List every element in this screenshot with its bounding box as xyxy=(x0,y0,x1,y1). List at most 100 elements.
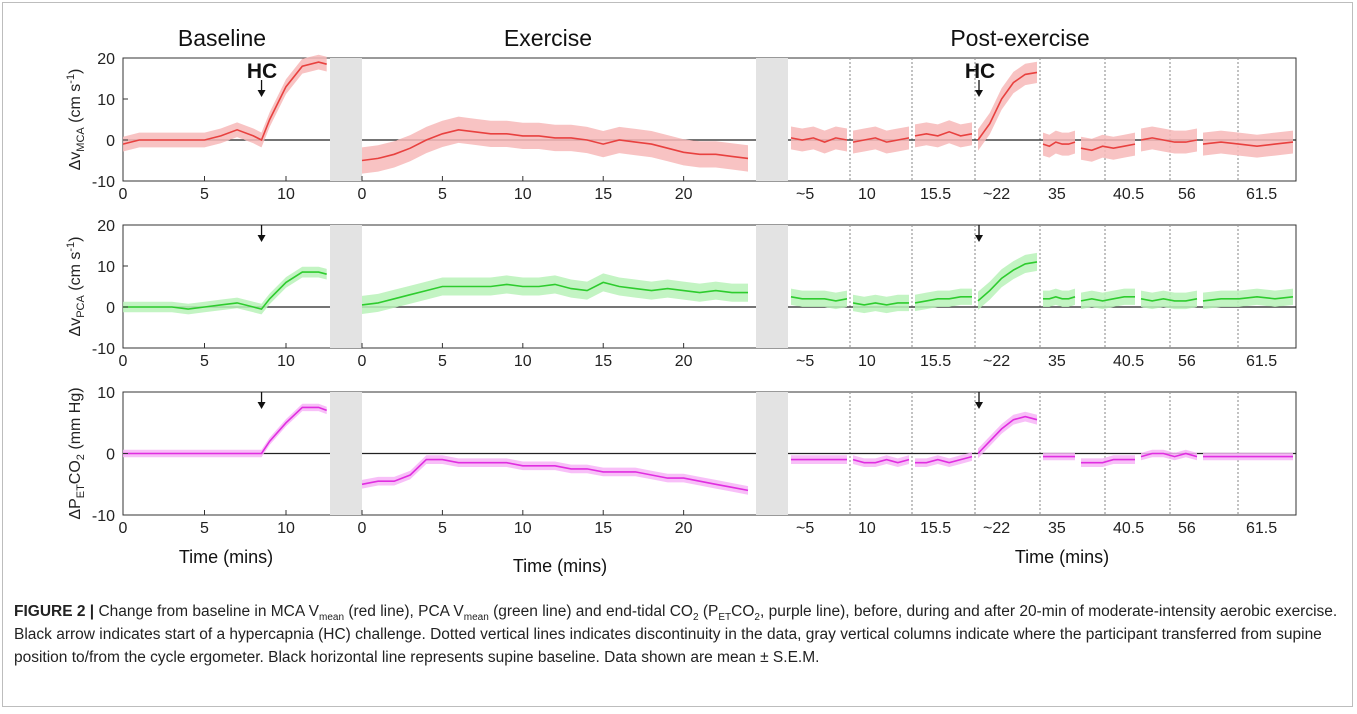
y-axis-label-part: ) xyxy=(67,237,84,242)
baseline-series-line xyxy=(123,271,327,311)
post-segment-8-sem-band xyxy=(1203,130,1293,158)
y-tick-label: 0 xyxy=(106,300,115,317)
caption-sub: 2 xyxy=(693,612,699,624)
post-segment-7-line xyxy=(1140,452,1198,458)
x-tick-label: 5 xyxy=(200,520,209,537)
y-axis-label-part: (mm Hg) xyxy=(67,387,84,454)
x-tick-label: 56 xyxy=(1178,353,1196,370)
x-tick-label: ~5 xyxy=(796,353,814,370)
x-tick-label: 5 xyxy=(200,353,209,370)
y-axis-label-part: Δv xyxy=(67,152,84,171)
post-segment-8-sem-band xyxy=(1203,288,1293,310)
post-segment-3-line xyxy=(914,296,972,304)
transfer-column xyxy=(330,392,362,515)
caption-lead: FIGURE 2 | xyxy=(14,603,95,620)
post-segment-2-line xyxy=(852,458,910,464)
exercise-series-line xyxy=(361,458,749,492)
x-tick-label: 0 xyxy=(119,520,128,537)
hc-arrowhead xyxy=(257,235,266,242)
x-tick-label: 10 xyxy=(858,353,876,370)
static-layer: Baseline Exercise Post-exercise HC HC Ti… xyxy=(178,25,1109,576)
exercise-series-sem-band xyxy=(362,116,748,174)
y-tick-label: 0 xyxy=(106,133,115,150)
x-tick-label: 10 xyxy=(514,353,532,370)
x-tick-label: 15.5 xyxy=(920,520,951,537)
y-axis-label-part: -1 xyxy=(65,74,77,84)
caption-sub: 2 xyxy=(754,612,760,624)
axis-box xyxy=(122,57,1297,182)
transfer-column xyxy=(756,225,788,348)
x-tick-label: 15.5 xyxy=(920,186,951,203)
post-segment-4-sem-band xyxy=(978,252,1037,310)
x-tick-label: 15 xyxy=(594,353,612,370)
post-segment-3-sem-band xyxy=(915,452,972,467)
x-tick-label: ~22 xyxy=(983,520,1010,537)
x-tick-label: 5 xyxy=(438,520,447,537)
hc-arrowhead xyxy=(257,90,266,97)
post-segment-7-sem-band xyxy=(1141,126,1197,154)
post-segment-3-line xyxy=(915,455,973,464)
post-segment-1-line xyxy=(790,137,848,143)
y-tick-label: 20 xyxy=(97,51,115,68)
xlabel-post: Time (mins) xyxy=(1015,547,1109,567)
post-segment-8-line xyxy=(1202,295,1294,302)
y-axis-label-part: CO xyxy=(67,460,84,484)
post-segment-5-line xyxy=(1042,141,1076,148)
x-tick-label: 10 xyxy=(514,186,532,203)
x-tick-label: 15 xyxy=(594,520,612,537)
y-axis-label-part: Δv xyxy=(67,318,84,337)
post-segment-4-line xyxy=(977,415,1038,455)
x-tick-label: ~5 xyxy=(796,520,814,537)
x-tick-label: 10 xyxy=(277,520,295,537)
title-exercise: Exercise xyxy=(504,25,592,51)
x-tick-label: 56 xyxy=(1178,186,1196,203)
y-axis-label-part: -1 xyxy=(65,242,77,252)
y-axis-label: ΔvPCA (cm s-1) xyxy=(65,237,87,337)
x-tick-label: 35 xyxy=(1048,520,1066,537)
exercise-series-sem-band xyxy=(362,455,748,495)
exercise-series-sem-band xyxy=(362,273,748,314)
x-tick-label: 56 xyxy=(1178,520,1196,537)
caption-text: (P xyxy=(698,603,719,620)
x-tick-label: 20 xyxy=(675,353,693,370)
post-segment-4-line xyxy=(977,71,1038,141)
hc-arrowhead xyxy=(257,402,266,409)
x-tick-label: 10 xyxy=(858,186,876,203)
y-tick-label: 10 xyxy=(97,259,115,276)
y-axis-label-part: PCA xyxy=(75,295,87,318)
post-segment-6-line xyxy=(1080,143,1136,152)
xlabel-exercise: Time (mins) xyxy=(513,556,607,576)
post-segment-8-line xyxy=(1202,141,1294,148)
x-tick-label: 0 xyxy=(358,186,367,203)
post-segment-6-line xyxy=(1081,458,1135,464)
caption-sub: mean xyxy=(319,612,345,624)
transfer-column xyxy=(756,58,788,181)
transfer-column xyxy=(756,392,788,515)
title-baseline: Baseline xyxy=(178,25,266,51)
x-tick-label: 40.5 xyxy=(1113,186,1144,203)
y-tick-label: 0 xyxy=(106,447,115,464)
x-tick-label: 20 xyxy=(675,186,693,203)
x-tick-label: 10 xyxy=(277,353,295,370)
post-segment-2-line xyxy=(852,137,910,143)
x-tick-label: 0 xyxy=(358,520,367,537)
figure-caption: FIGURE 2 | Change from baseline in MCA V… xyxy=(14,600,1339,669)
y-axis-label-part: ) xyxy=(67,69,84,74)
x-tick-label: 40.5 xyxy=(1113,353,1144,370)
x-tick-label: 10 xyxy=(858,520,876,537)
baseline-series-line xyxy=(123,406,327,455)
baseline-series-sem-band xyxy=(123,403,327,458)
caption-text: (green line) and end-tidal CO xyxy=(488,603,693,620)
caption-text: , purple line), before, during and after… xyxy=(14,603,1338,666)
y-tick-label: 10 xyxy=(97,92,115,109)
transfer-column xyxy=(330,58,362,181)
x-tick-label: 5 xyxy=(200,186,209,203)
post-segment-2-line xyxy=(852,302,909,306)
y-axis-label-part: ΔP xyxy=(67,498,84,519)
transfer-column xyxy=(330,225,362,348)
x-tick-label: 5 xyxy=(438,353,447,370)
x-tick-label: 10 xyxy=(514,520,532,537)
